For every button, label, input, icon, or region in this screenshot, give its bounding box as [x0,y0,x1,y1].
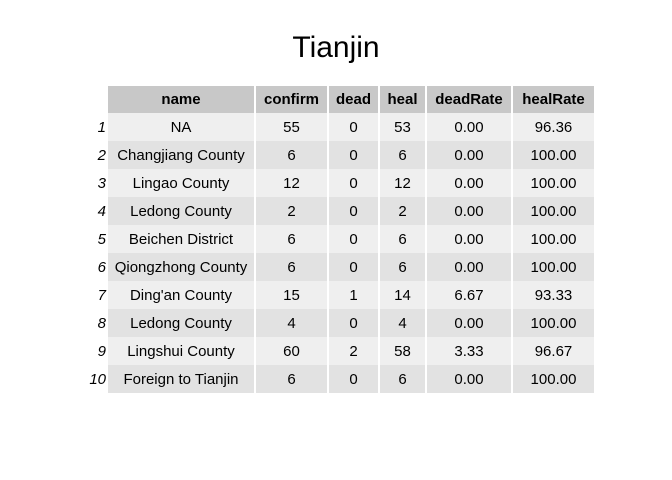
cell-confirm: 6 [256,253,327,281]
cell-healrate: 100.00 [513,309,594,337]
cell-dead: 1 [329,281,378,309]
table-row: 7 Ding'an County 15 1 14 6.67 93.33 [86,281,594,309]
table-body: 1 NA 55 0 53 0.00 96.36 2 Changjiang County 6 0 6 0.… [86,113,594,393]
table-row: 1 NA 55 0 53 0.00 96.36 [86,113,594,141]
row-number: 5 [86,225,106,253]
cell-deadrate: 3.33 [427,337,511,365]
cell-heal: 6 [380,253,425,281]
cell-name: Changjiang County [108,141,254,169]
cell-healrate: 100.00 [513,197,594,225]
cell-confirm: 2 [256,197,327,225]
cell-dead: 0 [329,253,378,281]
cell-confirm: 55 [256,113,327,141]
cell-healrate: 96.36 [513,113,594,141]
row-number-header [86,86,106,113]
row-number: 6 [86,253,106,281]
table-row: 5 Beichen District 6 0 6 0.00 100.00 [86,225,594,253]
cell-deadrate: 0.00 [427,141,511,169]
cell-confirm: 6 [256,141,327,169]
row-number: 3 [86,169,106,197]
cell-deadrate: 0.00 [427,253,511,281]
cell-dead: 0 [329,197,378,225]
cell-dead: 0 [329,113,378,141]
cell-healrate: 93.33 [513,281,594,309]
row-number: 9 [86,337,106,365]
cell-dead: 2 [329,337,378,365]
table-row: 10 Foreign to Tianjin 6 0 6 0.00 100.00 [86,365,594,393]
cell-name: Ledong County [108,309,254,337]
table-title: Tianjin [292,31,380,64]
column-header-name: name [108,86,254,113]
cell-confirm: 15 [256,281,327,309]
cell-healrate: 100.00 [513,253,594,281]
cell-healrate: 100.00 [513,225,594,253]
cell-name: Lingshui County [108,337,254,365]
table-row: 2 Changjiang County 6 0 6 0.00 100.00 [86,141,594,169]
table-row: 3 Lingao County 12 0 12 0.00 100.00 [86,169,594,197]
data-table: name confirm dead heal deadRate healRate… [84,86,596,393]
cell-name: Ding'an County [108,281,254,309]
row-number: 4 [86,197,106,225]
cell-name: Lingao County [108,169,254,197]
table-row: 9 Lingshui County 60 2 58 3.33 96.67 [86,337,594,365]
cell-dead: 0 [329,141,378,169]
cell-deadrate: 0.00 [427,365,511,393]
row-number: 2 [86,141,106,169]
cell-deadrate: 0.00 [427,309,511,337]
cell-deadrate: 0.00 [427,113,511,141]
cell-confirm: 6 [256,365,327,393]
cell-name: Foreign to Tianjin [108,365,254,393]
column-header-confirm: confirm [256,86,327,113]
cell-dead: 0 [329,169,378,197]
cell-heal: 6 [380,225,425,253]
cell-dead: 0 [329,225,378,253]
cell-heal: 6 [380,365,425,393]
cell-confirm: 6 [256,225,327,253]
table-row: 8 Ledong County 4 0 4 0.00 100.00 [86,309,594,337]
cell-confirm: 60 [256,337,327,365]
cell-dead: 0 [329,365,378,393]
cell-deadrate: 0.00 [427,197,511,225]
row-number: 1 [86,113,106,141]
cell-name: Beichen District [108,225,254,253]
cell-heal: 12 [380,169,425,197]
cell-confirm: 12 [256,169,327,197]
cell-heal: 53 [380,113,425,141]
cell-name: NA [108,113,254,141]
cell-healrate: 100.00 [513,169,594,197]
cell-deadrate: 0.00 [427,225,511,253]
row-number: 8 [86,309,106,337]
cell-heal: 2 [380,197,425,225]
cell-deadrate: 6.67 [427,281,511,309]
column-header-dead: dead [329,86,378,113]
cell-deadrate: 0.00 [427,169,511,197]
table-row: 6 Qiongzhong County 6 0 6 0.00 100.00 [86,253,594,281]
cell-confirm: 4 [256,309,327,337]
cell-dead: 0 [329,309,378,337]
cell-name: Ledong County [108,197,254,225]
row-number: 10 [86,365,106,393]
cell-heal: 14 [380,281,425,309]
row-number: 7 [86,281,106,309]
cell-healrate: 100.00 [513,141,594,169]
column-header-heal: heal [380,86,425,113]
cell-healrate: 96.67 [513,337,594,365]
table-row: 4 Ledong County 2 0 2 0.00 100.00 [86,197,594,225]
cell-heal: 6 [380,141,425,169]
cell-healrate: 100.00 [513,365,594,393]
cell-heal: 58 [380,337,425,365]
cell-name: Qiongzhong County [108,253,254,281]
column-header-healrate: healRate [513,86,594,113]
cell-heal: 4 [380,309,425,337]
header-row: name confirm dead heal deadRate healRate [86,86,594,113]
column-header-deadrate: deadRate [427,86,511,113]
